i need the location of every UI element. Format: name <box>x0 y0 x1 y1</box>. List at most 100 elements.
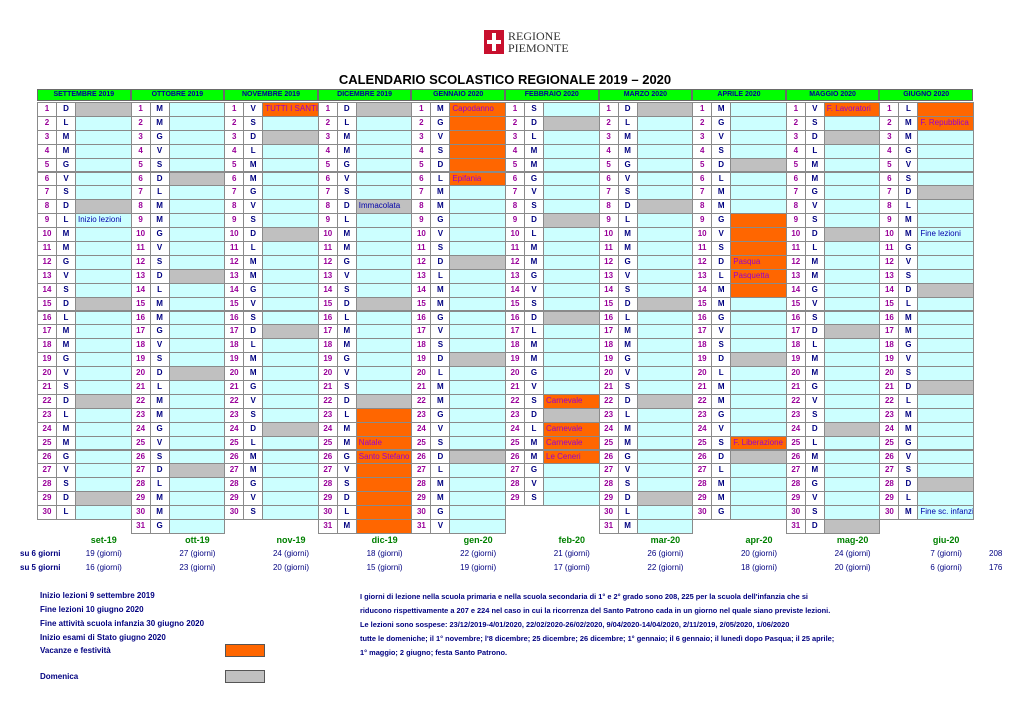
day-number: 12 <box>505 254 525 270</box>
day-number: 15 <box>130 296 151 312</box>
day-number: 27 <box>411 463 432 479</box>
weekday: V <box>711 324 732 340</box>
weekday: L <box>336 213 357 229</box>
weekday: M <box>56 227 76 242</box>
summary-value: 20 (giorni) <box>740 549 777 558</box>
day-number: 22 <box>224 393 245 409</box>
day-number: 7 <box>37 185 57 201</box>
day-number: 5 <box>505 157 525 173</box>
day-note <box>917 241 974 256</box>
day-note <box>449 407 506 423</box>
day-note <box>168 254 226 270</box>
day-number: 6 <box>130 171 151 187</box>
day-number: 20 <box>785 366 806 381</box>
day-note <box>730 115 787 131</box>
weekday: L <box>711 171 732 187</box>
day-note <box>75 463 132 479</box>
weekday: S <box>524 102 544 117</box>
day-number: 15 <box>879 296 900 312</box>
weekday: G <box>711 213 732 229</box>
day-note <box>730 310 787 326</box>
day-number: 22 <box>130 393 151 409</box>
weekday: S <box>430 435 451 451</box>
day-note <box>917 324 974 340</box>
weekday: S <box>898 463 919 479</box>
day-number: 8 <box>692 199 713 215</box>
day-number: 28 <box>130 477 151 493</box>
weekday: S <box>149 254 170 270</box>
day-number: 21 <box>879 380 900 395</box>
day-number: 17 <box>879 324 900 340</box>
weekday: L <box>617 115 638 131</box>
day-note <box>636 338 694 354</box>
day-note: Le Ceneri <box>543 449 600 465</box>
day-number: 19 <box>130 352 151 368</box>
day-number: 4 <box>224 143 245 159</box>
day-note <box>75 491 132 507</box>
day-note <box>543 366 600 381</box>
weekday: G <box>524 171 544 187</box>
day-number: 14 <box>505 282 525 298</box>
day-number: 8 <box>130 199 151 215</box>
day-note <box>168 463 226 479</box>
day-note: Inizio lezioni <box>75 213 132 229</box>
day-note <box>636 393 694 409</box>
summary-value: 19 (giorni) <box>85 549 122 558</box>
day-number: 12 <box>692 254 713 270</box>
day-number: 13 <box>37 268 57 284</box>
weekday: L <box>617 407 638 423</box>
summary-value: 18 (giorni) <box>366 549 403 558</box>
day-number: 1 <box>505 102 525 117</box>
month-header: APRILE 2020 <box>692 89 786 101</box>
day-number: 19 <box>598 352 619 368</box>
day-note <box>262 213 319 229</box>
day-number: 12 <box>785 254 806 270</box>
weekday: G <box>56 449 76 465</box>
day-number: 2 <box>224 115 245 131</box>
weekday: V <box>149 241 170 256</box>
day-note <box>823 254 881 270</box>
weekday: S <box>524 491 544 507</box>
day-number: 26 <box>785 449 806 465</box>
weekday: V <box>430 227 451 242</box>
day-note <box>355 366 413 381</box>
day-number: 15 <box>505 296 525 312</box>
weekday: M <box>430 296 451 312</box>
weekday: L <box>898 393 919 409</box>
day-number: 20 <box>505 366 525 381</box>
day-note <box>636 227 694 242</box>
day-note <box>730 449 787 465</box>
summary-value: 6 (giorni) <box>930 563 962 572</box>
weekday: D <box>524 310 544 326</box>
day-number: 21 <box>785 380 806 395</box>
day-note <box>168 449 226 465</box>
day-note <box>636 505 694 520</box>
weekday: G <box>430 407 451 423</box>
day-note <box>543 407 600 423</box>
weekday: M <box>617 435 638 451</box>
day-number: 18 <box>785 338 806 354</box>
weekday: G <box>430 310 451 326</box>
day-number: 14 <box>785 282 806 298</box>
day-note: Pasquetta <box>730 268 787 284</box>
day-note <box>636 324 694 340</box>
day-note <box>823 477 881 493</box>
summary-total: 176 <box>989 563 1003 572</box>
day-note <box>262 254 319 270</box>
weekday: G <box>711 310 732 326</box>
day-note <box>730 421 787 437</box>
day-note <box>636 171 694 187</box>
weekday: D <box>243 227 264 242</box>
day-number: 4 <box>37 143 57 159</box>
day-note <box>543 338 600 354</box>
day-number: 24 <box>879 421 900 437</box>
day-number: 13 <box>505 268 525 284</box>
weekday: S <box>617 380 638 395</box>
weekday: G <box>56 352 76 368</box>
day-note <box>543 477 600 493</box>
day-note <box>636 380 694 395</box>
summary-month: nov-19 <box>276 535 306 545</box>
weekday: M <box>898 324 919 340</box>
day-note <box>543 213 600 229</box>
day-number: 3 <box>598 129 619 145</box>
